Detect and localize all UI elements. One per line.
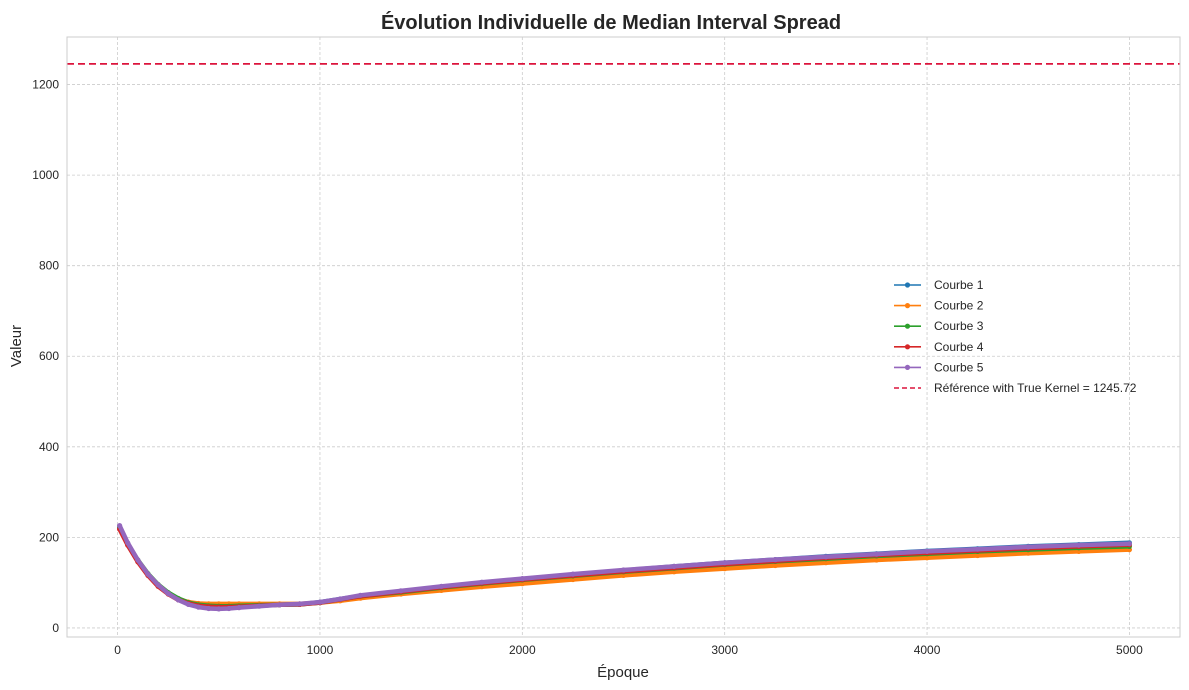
data-point bbox=[671, 563, 677, 570]
legend-label: Courbe 2 bbox=[934, 299, 984, 313]
data-point bbox=[873, 557, 880, 563]
data-point bbox=[337, 596, 343, 602]
legend-label: Courbe 3 bbox=[934, 319, 984, 333]
y-tick-label: 1000 bbox=[32, 168, 59, 182]
plot-frame bbox=[66, 36, 1181, 638]
legend-marker bbox=[904, 323, 911, 329]
data-point bbox=[722, 560, 728, 566]
y-tick-label: 400 bbox=[39, 440, 59, 454]
x-tick-label: 2000 bbox=[509, 643, 536, 657]
data-point bbox=[216, 606, 222, 612]
data-point bbox=[479, 579, 485, 585]
data-point bbox=[519, 581, 525, 587]
series-layer bbox=[117, 523, 1132, 612]
data-point bbox=[1076, 548, 1082, 555]
x-tick-label: 5000 bbox=[1116, 643, 1143, 657]
series-3 bbox=[117, 525, 1132, 609]
legend-item-reference: Référence with True Kernel = 1245.72 bbox=[894, 381, 1137, 395]
data-point bbox=[236, 605, 242, 611]
legend: Courbe 1 Courbe 2 Courbe 3 Courbe 4 Courbe 5… bbox=[894, 278, 1137, 395]
legend-label: Courbe 1 bbox=[934, 278, 984, 292]
data-point bbox=[357, 592, 363, 598]
data-point bbox=[570, 571, 576, 577]
data-point bbox=[206, 605, 212, 612]
data-point bbox=[924, 555, 930, 561]
data-point bbox=[226, 605, 232, 612]
y-axis-label: Valeur bbox=[8, 325, 25, 367]
data-point bbox=[519, 576, 525, 582]
legend-marker bbox=[904, 344, 911, 350]
data-point bbox=[175, 597, 181, 603]
x-axis-label: Époque bbox=[597, 664, 649, 681]
series-line bbox=[117, 523, 1132, 612]
legend-item: Courbe 3 bbox=[894, 319, 984, 333]
series-2 bbox=[117, 525, 1132, 607]
legend-marker bbox=[904, 282, 911, 288]
y-ticks: 0 200 400 600 800 1000 1200 bbox=[32, 78, 59, 635]
data-point bbox=[1025, 544, 1031, 550]
grid bbox=[67, 37, 1180, 637]
data-point bbox=[145, 571, 151, 577]
x-tick-label: 3000 bbox=[711, 643, 738, 657]
y-tick-label: 600 bbox=[39, 349, 59, 363]
series-line bbox=[117, 526, 1132, 607]
y-tick-label: 1200 bbox=[32, 78, 59, 92]
data-point bbox=[297, 601, 303, 607]
legend-label: Courbe 5 bbox=[934, 360, 984, 374]
data-point bbox=[924, 548, 930, 555]
data-point bbox=[398, 588, 404, 594]
data-point bbox=[722, 566, 728, 572]
legend-item: Courbe 4 bbox=[894, 340, 984, 354]
legend-marker bbox=[904, 364, 911, 370]
y-tick-label: 0 bbox=[52, 621, 59, 635]
data-point bbox=[873, 551, 880, 557]
data-point bbox=[135, 557, 141, 563]
legend-label: Référence with True Kernel = 1245.72 bbox=[934, 381, 1137, 395]
data-point bbox=[256, 603, 262, 609]
legend-item: Courbe 1 bbox=[894, 278, 984, 292]
data-point bbox=[165, 590, 171, 597]
series-line bbox=[117, 525, 1132, 609]
data-point bbox=[823, 560, 829, 566]
legend-marker bbox=[904, 303, 911, 309]
data-point bbox=[1025, 550, 1031, 556]
x-tick-label: 1000 bbox=[307, 643, 334, 657]
y-tick-label: 200 bbox=[39, 530, 59, 544]
legend-item: Courbe 5 bbox=[894, 360, 984, 374]
data-point bbox=[772, 562, 778, 569]
data-point bbox=[1126, 541, 1132, 547]
series-line bbox=[117, 525, 1132, 610]
data-point bbox=[975, 546, 981, 552]
data-point bbox=[1076, 542, 1082, 548]
data-point bbox=[620, 567, 627, 573]
data-point bbox=[823, 554, 829, 560]
data-point bbox=[276, 602, 283, 608]
series-5 bbox=[117, 523, 1132, 612]
data-point bbox=[975, 552, 981, 559]
chart-title: Évolution Individuelle de Median Interva… bbox=[381, 11, 841, 34]
y-tick-label: 800 bbox=[39, 259, 59, 273]
data-point bbox=[125, 540, 131, 546]
x-tick-label: 4000 bbox=[914, 643, 941, 657]
data-point bbox=[155, 582, 161, 588]
legend-label: Courbe 4 bbox=[934, 340, 984, 354]
x-tick-label: 0 bbox=[114, 643, 121, 657]
data-point bbox=[317, 599, 323, 605]
data-point bbox=[438, 583, 444, 589]
data-point bbox=[195, 604, 202, 610]
data-point bbox=[117, 523, 123, 529]
x-ticks: 0 1000 2000 3000 4000 5000 bbox=[114, 643, 1143, 657]
data-point bbox=[772, 557, 778, 563]
legend-item: Courbe 2 bbox=[894, 299, 984, 313]
data-point bbox=[185, 601, 191, 608]
